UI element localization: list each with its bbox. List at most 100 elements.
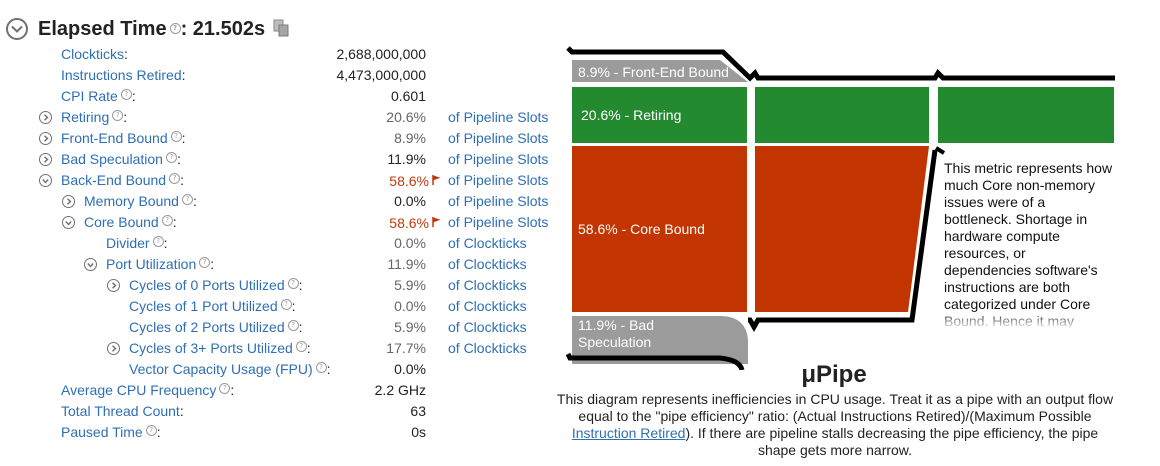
metric-value: 20.6%	[386, 109, 426, 125]
metric-value: 11.9%	[387, 256, 426, 272]
metric-row-avg-cpu-frequency: Average CPU Frequency?: 2.2 GHz	[0, 380, 560, 401]
flag-icon	[432, 170, 441, 191]
pipe-core-bound-segment-1	[572, 146, 747, 312]
collapse-icon[interactable]	[39, 174, 52, 187]
metric-label[interactable]: Cycles of 2 Ports Utilized?:	[129, 319, 303, 335]
help-icon[interactable]: ?	[161, 215, 173, 226]
metric-label[interactable]: CPI Rate?:	[61, 88, 136, 104]
help-icon[interactable]: ?	[152, 236, 164, 247]
pipe-label-core-bound: 58.6% - Core Bound	[578, 221, 705, 237]
metric-row-instructions-retired: Instructions Retired: 4,473,000,000	[0, 65, 560, 86]
help-icon[interactable]: ?	[280, 299, 292, 310]
pipe-label-front-end: 8.9% - Front-End Bound	[578, 64, 729, 80]
metric-label[interactable]: Paused Time?:	[61, 424, 161, 440]
metric-unit: of Pipeline Slots	[448, 130, 549, 146]
help-icon[interactable]: ?	[295, 341, 307, 352]
metric-row-bad-speculation: Bad Speculation?: 11.9% of Pipeline Slot…	[0, 149, 560, 170]
pipe-retiring-segment-3	[938, 87, 1114, 143]
metric-row-cycles-3plus-ports: Cycles of 3+ Ports Utilized?: 17.7% of C…	[0, 338, 560, 359]
metric-value: 63	[410, 403, 426, 419]
metric-row-cycles-1-port: Cycles of 1 Port Utilized?: 0.0% of Cloc…	[0, 296, 560, 317]
collapse-icon[interactable]	[62, 216, 75, 229]
help-icon[interactable]: ?	[181, 194, 193, 205]
expand-icon[interactable]	[62, 195, 75, 208]
expand-icon[interactable]	[107, 279, 120, 292]
metric-unit: of Pipeline Slots	[448, 193, 549, 209]
core-bound-tooltip: This metric represents how much Core non…	[944, 160, 1114, 328]
metric-label[interactable]: Memory Bound?:	[84, 193, 197, 209]
metric-unit: of Clockticks	[448, 256, 527, 272]
pipe-core-bound-segment-2	[755, 146, 929, 312]
metric-value: 17.7%	[386, 340, 426, 356]
metric-value: 0.601	[390, 88, 426, 104]
pipe-label-retiring: 20.6% - Retiring	[581, 107, 682, 123]
metric-label[interactable]: Vector Capacity Usage (FPU)?:	[129, 361, 331, 377]
expand-icon[interactable]	[39, 132, 52, 145]
metric-value: 0.0%	[394, 361, 426, 377]
metric-row-clockticks: Clockticks: 2,688,000,000	[0, 44, 560, 65]
pipe-narrow-outline	[747, 149, 938, 333]
expand-icon[interactable]	[107, 342, 120, 355]
metric-label[interactable]: Divider?:	[106, 235, 168, 251]
help-icon[interactable]: ?	[170, 131, 182, 142]
metric-label[interactable]: Bad Speculation?:	[61, 151, 181, 167]
metric-row-retiring: Retiring?: 20.6% of Pipeline Slots	[0, 107, 560, 128]
instruction-retired-link[interactable]: Instruction Retired	[571, 425, 686, 441]
metric-label[interactable]: Front-End Bound?:	[61, 130, 186, 146]
metric-value: 58.6%	[321, 170, 441, 192]
copy-icon[interactable]	[273, 19, 289, 40]
pipe-label-bad-speculation-2: Speculation	[578, 334, 652, 350]
help-icon[interactable]: ?	[287, 278, 299, 289]
collapse-icon[interactable]	[84, 258, 97, 271]
metric-unit: of Clockticks	[448, 277, 527, 293]
metric-row-cycles-2-ports: Cycles of 2 Ports Utilized?: 5.9% of Clo…	[0, 317, 560, 338]
help-icon[interactable]: ?	[120, 89, 132, 100]
metric-label[interactable]: Instructions Retired:	[61, 67, 186, 83]
metric-value: 11.9%	[387, 151, 426, 167]
metric-row-divider: Divider?: 0.0% of Clockticks	[0, 233, 560, 254]
help-icon[interactable]: ?	[199, 257, 211, 268]
metric-unit: of Pipeline Slots	[448, 151, 549, 167]
metric-label[interactable]: Average CPU Frequency?:	[61, 382, 235, 398]
metric-label[interactable]: Core Bound?:	[84, 214, 177, 230]
metric-label[interactable]: Retiring?:	[61, 109, 128, 125]
help-icon[interactable]: ?	[112, 110, 124, 121]
metric-row-front-end-bound: Front-End Bound?: 8.9% of Pipeline Slots	[0, 128, 560, 149]
metric-value: 5.9%	[394, 277, 426, 293]
metric-value: 0s	[411, 424, 426, 440]
help-icon[interactable]: ?	[169, 173, 181, 184]
metric-label[interactable]: Cycles of 3+ Ports Utilized?:	[129, 340, 311, 356]
help-icon[interactable]: ?	[315, 362, 327, 373]
metric-value: 4,473,000,000	[336, 67, 426, 83]
metric-label[interactable]: Port Utilization?:	[106, 256, 215, 272]
upipe-diagram	[565, 46, 1115, 370]
metric-row-cycles-0-ports: Cycles of 0 Ports Utilized?: 5.9% of Clo…	[0, 275, 560, 296]
pipe-bad-speculation-segment	[572, 316, 748, 364]
pipe-retiring-segment-2	[755, 87, 929, 143]
collapse-icon[interactable]	[6, 18, 28, 40]
metric-label[interactable]: Total Thread Count:	[61, 403, 184, 419]
metric-unit: of Pipeline Slots	[448, 214, 549, 230]
pipe-top-outline	[566, 46, 1115, 82]
metric-row-memory-bound: Memory Bound?: 0.0% of Pipeline Slots	[0, 191, 560, 212]
expand-icon[interactable]	[39, 153, 52, 166]
help-icon[interactable]: ?	[219, 383, 231, 394]
upipe-title: μPipe	[801, 361, 867, 388]
help-icon[interactable]: ?	[165, 152, 177, 163]
help-icon[interactable]: ?	[287, 320, 299, 331]
metric-label[interactable]: Cycles of 0 Ports Utilized?:	[129, 277, 303, 293]
metric-label[interactable]: Cycles of 1 Port Utilized?:	[129, 298, 296, 314]
metric-label[interactable]: Clockticks:	[61, 46, 128, 62]
metric-value: 8.9%	[394, 130, 426, 146]
help-icon[interactable]: ?	[169, 22, 181, 34]
page-title: Elapsed Time?: 21.502s	[38, 17, 266, 40]
pipe-label-bad-speculation-1: 11.9% - Bad	[578, 317, 655, 333]
metric-row-cpi-rate: CPI Rate?: 0.601	[0, 86, 560, 107]
metric-unit: of Clockticks	[448, 319, 527, 335]
elapsed-time-value: : 21.502s	[180, 17, 266, 40]
metric-row-back-end-bound: Back-End Bound?: 58.6% of Pipeline Slots	[0, 170, 560, 191]
metric-value: 2,688,000,000	[336, 46, 426, 62]
expand-icon[interactable]	[39, 111, 52, 124]
metric-label[interactable]: Back-End Bound?:	[61, 172, 184, 188]
help-icon[interactable]: ?	[145, 425, 157, 436]
